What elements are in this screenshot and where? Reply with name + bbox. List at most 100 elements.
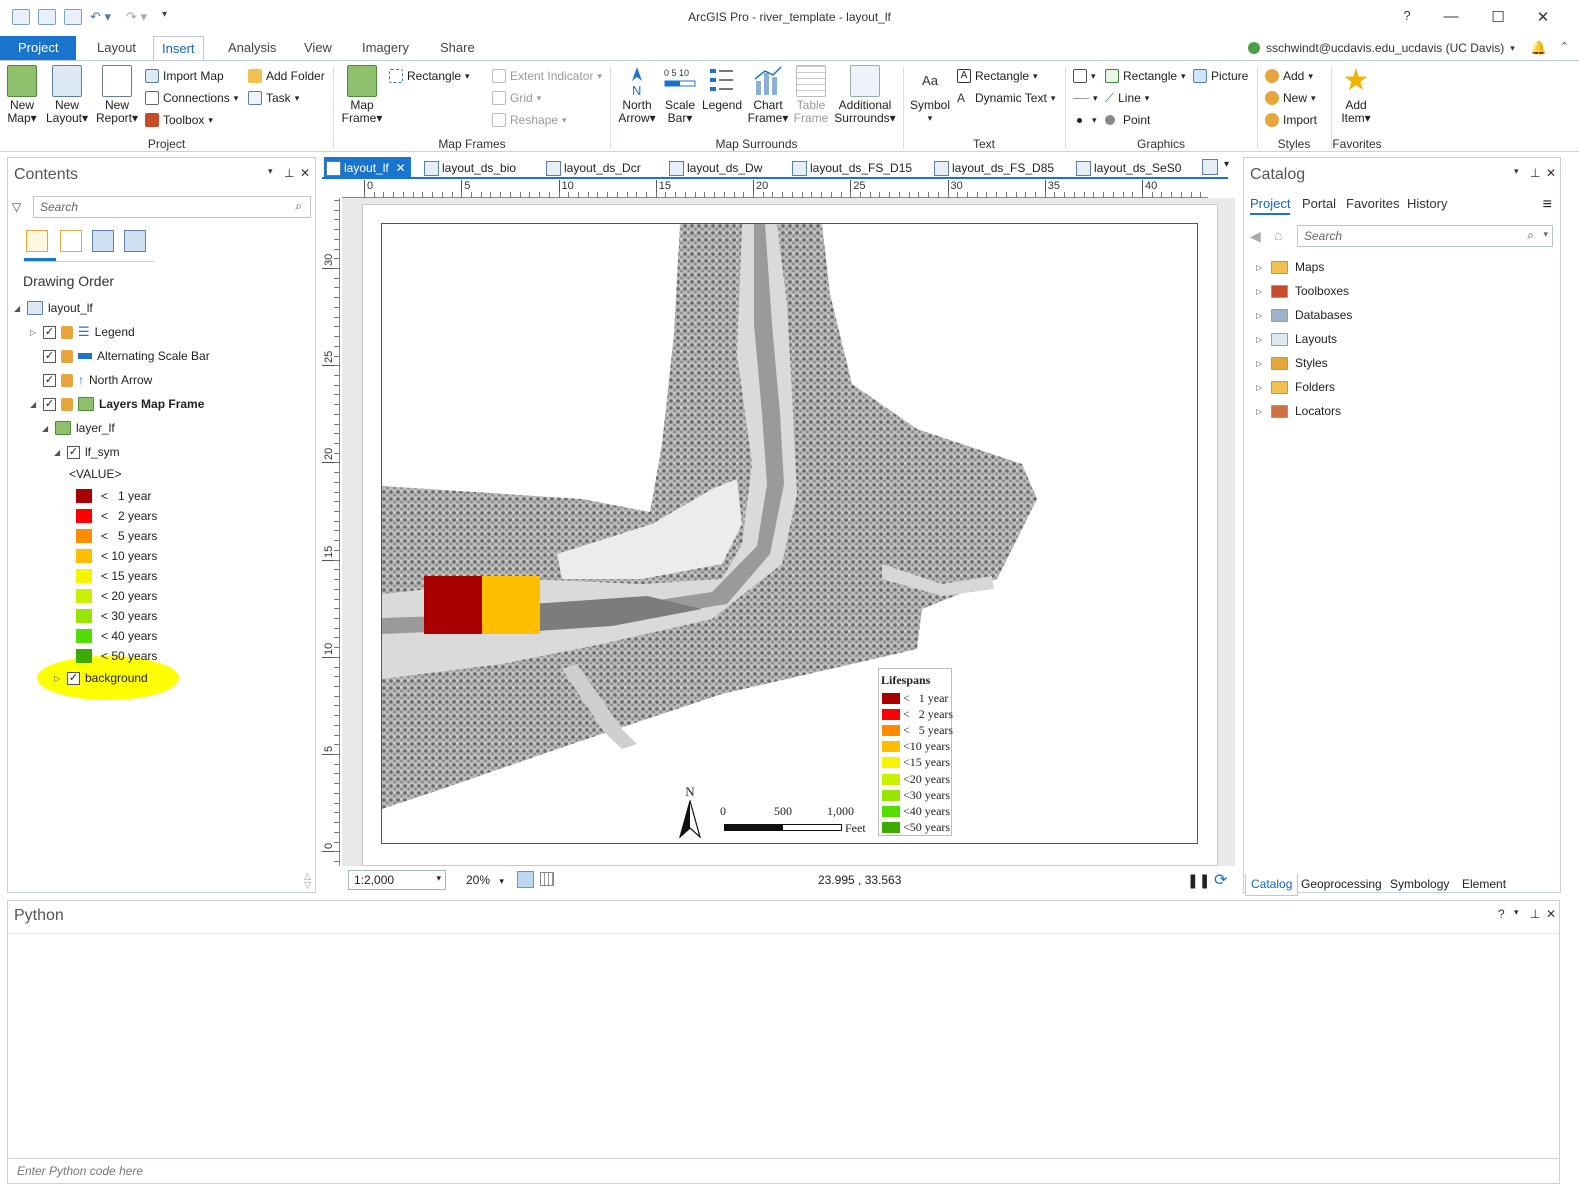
- layout-scale-bar[interactable]: 0 500 1,000 Feet: [716, 804, 866, 838]
- extent-indicator-button[interactable]: Extent Indicator ▾: [492, 67, 602, 85]
- symbol-class-row[interactable]: < 2 years: [76, 506, 157, 526]
- contents-search-input[interactable]: Search ⌕: [33, 196, 311, 218]
- catalog-item[interactable]: ▷ Layouts: [1256, 329, 1337, 349]
- rectangle-frame-button[interactable]: Rectangle ▾: [389, 67, 470, 85]
- expand-icon[interactable]: ◢: [14, 303, 21, 313]
- expand-icon[interactable]: ▷: [1256, 286, 1263, 296]
- tree-layout[interactable]: ◢ layout_lf: [14, 298, 93, 318]
- catalog-tab-history[interactable]: History: [1407, 196, 1448, 211]
- doc-tab[interactable]: layout_ds_FS_D85: [932, 157, 1054, 179]
- tab-imagery[interactable]: Imagery: [362, 40, 409, 55]
- graphic-rectangle-button[interactable]: Rectangle ▾: [1105, 67, 1186, 85]
- symbol-swatch[interactable]: [76, 589, 92, 603]
- expand-icon[interactable]: ◢: [54, 447, 61, 457]
- expand-icon[interactable]: ▷: [1256, 262, 1263, 272]
- tab-share[interactable]: Share: [440, 40, 475, 55]
- source-view-icon[interactable]: [92, 230, 114, 252]
- expand-icon[interactable]: ▷: [1256, 334, 1263, 344]
- pause-drawing-icon[interactable]: ❚❚: [1187, 872, 1211, 888]
- task-button[interactable]: Task ▾: [248, 89, 299, 107]
- map-frame-checkbox[interactable]: ✓: [43, 397, 56, 411]
- symbol-class-row[interactable]: < 1 year: [76, 486, 151, 506]
- catalog-search-input[interactable]: Search ⌕ ▾: [1297, 225, 1553, 247]
- symbol-class-row[interactable]: < 20 years: [76, 586, 157, 606]
- tree-map-frame[interactable]: ◢ ✓ Layers Map Frame: [30, 394, 204, 414]
- save-project-icon[interactable]: [64, 9, 82, 25]
- notification-bell-icon[interactable]: 🔔: [1530, 40, 1547, 55]
- drawing-order-icon[interactable]: [26, 230, 48, 252]
- close-pane-icon[interactable]: ✕: [1546, 907, 1557, 921]
- symbol-swatch[interactable]: [76, 509, 92, 523]
- line-style-picker[interactable]: ▾: [1073, 89, 1098, 107]
- symbol-class-row[interactable]: < 50 years: [76, 646, 157, 666]
- back-icon[interactable]: ◀: [1250, 228, 1261, 244]
- tree-north-arrow[interactable]: ✓ ↑ North Arrow: [30, 370, 152, 390]
- picture-button[interactable]: Picture: [1193, 67, 1248, 85]
- customize-toolbar-icon[interactable]: ▾: [162, 9, 168, 20]
- pin-icon[interactable]: ⊥: [1530, 166, 1541, 180]
- undo-icon[interactable]: ↶ ▾: [90, 9, 112, 24]
- symbol-swatch[interactable]: [76, 489, 92, 503]
- doc-tab-active[interactable]: layout_lf ✕: [324, 157, 411, 179]
- tree-layer[interactable]: ◢ layer_lf: [42, 418, 115, 438]
- new-style-button[interactable]: New ▾: [1265, 89, 1316, 107]
- expand-icon[interactable]: ◢: [42, 423, 49, 433]
- tree-background-layer[interactable]: ▷ ✓ background: [54, 668, 148, 688]
- user-account[interactable]: sschwindt@ucdavis.edu_ucdavis (UC Davis)…: [1248, 40, 1547, 56]
- map-frame[interactable]: [381, 223, 1198, 844]
- symbol-swatch[interactable]: [76, 629, 92, 643]
- bottom-tab-geoprocessing[interactable]: Geoprocessing: [1301, 877, 1382, 891]
- grid-toggle-icon[interactable]: [540, 872, 554, 886]
- symbol-swatch[interactable]: [76, 529, 92, 543]
- tree-legend[interactable]: ▷ ✓ ☰ Legend: [30, 322, 135, 342]
- dynamic-text-button[interactable]: A Dynamic Text ▾: [957, 91, 1056, 105]
- close-pane-icon[interactable]: ✕: [1546, 166, 1557, 180]
- new-layout-button[interactable]: New Layout▾: [44, 65, 90, 125]
- fixed-zoom-icon[interactable]: [517, 871, 534, 888]
- ribbon-collapse-icon[interactable]: ⌃: [1559, 41, 1569, 53]
- pane-options-icon[interactable]: ▾: [1514, 907, 1519, 917]
- new-map-button[interactable]: New Map▾: [5, 65, 39, 125]
- background-checkbox[interactable]: ✓: [67, 671, 80, 685]
- expand-icon[interactable]: ▷: [1256, 406, 1263, 416]
- catalog-item[interactable]: ▷ Toolboxes: [1256, 281, 1349, 301]
- catalog-item[interactable]: ▷ Databases: [1256, 305, 1352, 325]
- add-item-button[interactable]: ★ Add Item▾: [1337, 65, 1375, 125]
- tab-analysis[interactable]: Analysis: [228, 40, 277, 55]
- tab-overflow-icon[interactable]: ▾: [1224, 159, 1230, 170]
- symbol-button[interactable]: Aa Symbol ▾: [908, 65, 952, 125]
- open-project-icon[interactable]: [38, 9, 56, 25]
- help-button[interactable]: ?: [1403, 8, 1411, 23]
- additional-surrounds-button[interactable]: Additional Surrounds▾: [832, 65, 898, 125]
- close-window-button[interactable]: ✕: [1536, 9, 1550, 26]
- symbol-class-row[interactable]: < 40 years: [76, 626, 157, 646]
- tab-layout[interactable]: Layout: [97, 40, 137, 55]
- zoom-select[interactable]: 20% ▾: [466, 873, 504, 887]
- layout-north-arrow[interactable]: N: [678, 784, 702, 839]
- pane-options-icon[interactable]: ▾: [1514, 166, 1519, 176]
- symbol-class-row[interactable]: < 15 years: [76, 566, 157, 586]
- expand-icon[interactable]: ▷: [1256, 358, 1263, 368]
- catalog-tab-portal[interactable]: Portal: [1302, 196, 1336, 211]
- north-arrow-checkbox[interactable]: ✓: [43, 373, 56, 387]
- close-pane-icon[interactable]: ✕: [300, 166, 311, 180]
- expand-icon[interactable]: ◢: [30, 399, 37, 409]
- scale-bar-button[interactable]: 0 5 10 Scale Bar▾: [662, 65, 698, 125]
- text-rectangle-button[interactable]: A Rectangle ▾: [957, 67, 1038, 85]
- table-frame-button[interactable]: Table Frame: [793, 65, 829, 125]
- add-folder-button[interactable]: Add Folder: [248, 67, 325, 85]
- toolbox-button[interactable]: Toolbox ▾: [145, 111, 213, 129]
- catalog-menu-icon[interactable]: ≡: [1542, 196, 1552, 213]
- sym-layer-checkbox[interactable]: ✓: [67, 445, 80, 459]
- home-icon[interactable]: ⌂: [1274, 227, 1283, 243]
- doc-tab[interactable]: layout_ds_bio: [422, 157, 516, 179]
- scale-select[interactable]: 1:2,000 ▾: [348, 870, 446, 890]
- point-style-picker[interactable]: ▾: [1073, 111, 1097, 129]
- snapping-view-icon[interactable]: [124, 230, 146, 252]
- catalog-item[interactable]: ▷ Styles: [1256, 353, 1328, 373]
- doc-tab[interactable]: layout_ds_FS_D15: [790, 157, 912, 179]
- add-style-button[interactable]: Add ▾: [1265, 67, 1313, 85]
- grid-button[interactable]: Grid ▾: [492, 89, 541, 107]
- scroll-arrows[interactable]: △ ▽: [304, 871, 311, 890]
- graphic-point-button[interactable]: Point: [1105, 111, 1150, 129]
